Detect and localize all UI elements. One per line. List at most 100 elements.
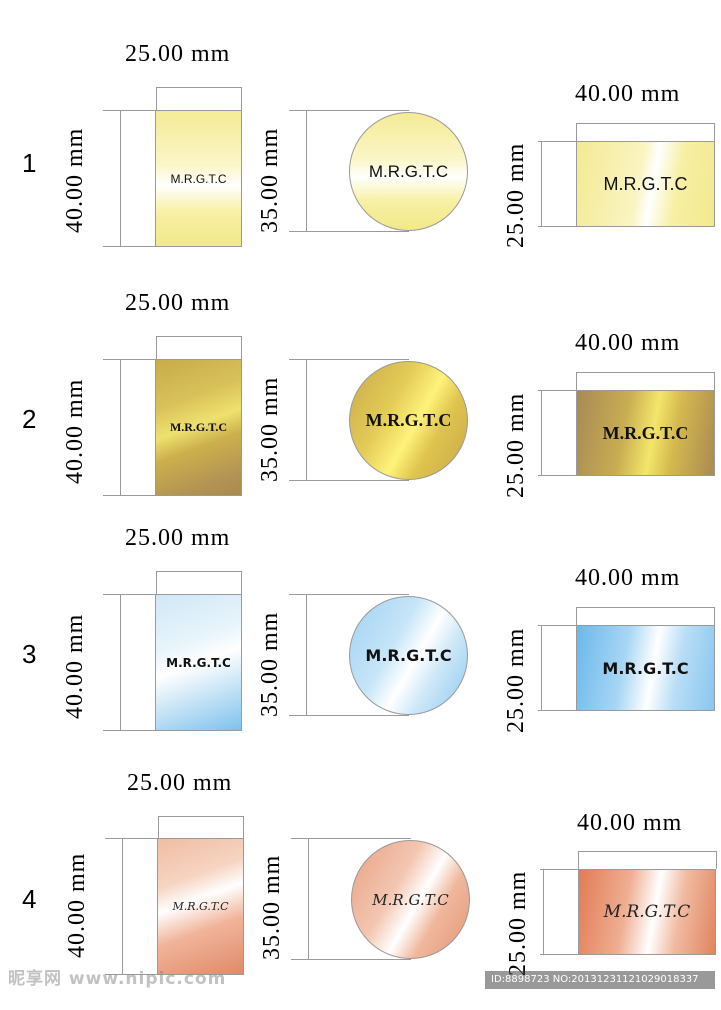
extension-line <box>243 816 244 838</box>
extension-line <box>105 974 158 975</box>
dimension-line <box>120 594 121 731</box>
vertical-rectangle-sample: M.R.G.T.C <box>155 594 242 731</box>
circle-dimension-label: 35.00 mm <box>259 854 285 960</box>
extension-line <box>714 123 715 141</box>
extension-line <box>716 851 717 869</box>
dimension-line <box>541 141 542 227</box>
dimension-line <box>156 336 242 337</box>
extension-line <box>540 869 578 870</box>
extension-line <box>156 336 157 359</box>
extension-line <box>241 336 242 359</box>
horizontal-rectangle-sample: M.R.G.T.C <box>576 141 715 227</box>
dimension-line <box>306 594 307 715</box>
sample-label: M.R.G.T.C <box>170 171 227 186</box>
horizontal-rectangle-sample: M.R.G.T.C <box>578 869 716 955</box>
vertical-rectangle-sample: M.R.G.T.C <box>157 838 244 975</box>
watermark-id-text: ID:8898723 NO:20131231121029018337 <box>485 971 715 989</box>
dimension-line <box>156 87 242 88</box>
sample-label: M.R.G.T.C <box>365 646 452 665</box>
height-dimension-label: 40.00 mm <box>64 852 90 958</box>
dimension-line <box>158 816 244 817</box>
dimension-line <box>578 851 717 852</box>
width-dimension-label: 40.00 mm <box>575 81 681 107</box>
dimension-line <box>306 359 307 480</box>
dimension-line <box>306 110 307 231</box>
sample-label: M.R.G.T.C <box>603 173 688 194</box>
dimension-line <box>120 359 121 496</box>
extension-line <box>103 246 156 247</box>
circle-sample: M.R.G.T.C <box>349 112 468 231</box>
dimension-line <box>576 123 715 124</box>
row-1: 1 25.00 mm 40.00 mm M.R.G.T.C 35.00 mm M… <box>0 35 721 283</box>
height-dimension-label: 40.00 mm <box>62 613 88 719</box>
watermark: 昵享网 www.nipic.com ID:8898723 NO:20131231… <box>0 967 721 993</box>
vertical-rectangle-sample: M.R.G.T.C <box>155 110 242 247</box>
dimension-line <box>576 607 715 608</box>
extension-line <box>103 730 156 731</box>
extension-line <box>538 390 576 391</box>
row-number: 1 <box>22 148 37 178</box>
extension-line <box>156 571 157 594</box>
sample-label: M.R.G.T.C <box>368 161 449 181</box>
extension-line <box>103 110 156 111</box>
extension-line <box>156 87 157 110</box>
extension-line <box>289 359 409 360</box>
sample-label: M.R.G.T.C <box>602 658 689 678</box>
extension-line <box>241 87 242 110</box>
extension-line <box>289 594 409 595</box>
height-dimension-label: 25.00 mm <box>505 870 531 976</box>
height-dimension-label: 25.00 mm <box>503 627 529 733</box>
dimension-line <box>543 869 544 955</box>
extension-line <box>538 625 576 626</box>
extension-line <box>291 838 411 839</box>
extension-line <box>158 816 159 838</box>
extension-line <box>103 359 156 360</box>
width-dimension-label: 40.00 mm <box>575 565 681 591</box>
sample-label: M.R.G.T.C <box>169 420 228 434</box>
row-number: 2 <box>22 404 37 434</box>
row-number: 3 <box>22 639 37 669</box>
width-dimension-label: 40.00 mm <box>577 810 683 836</box>
circle-sample: M.R.G.T.C <box>351 840 470 959</box>
dimension-line <box>122 838 123 975</box>
extension-line <box>714 372 715 390</box>
extension-line <box>289 110 409 111</box>
sample-label: M.R.G.T.C <box>603 902 691 922</box>
sample-label: M.R.G.T.C <box>372 890 449 909</box>
extension-line <box>291 959 411 960</box>
sample-label: M.R.G.T.C <box>166 655 231 670</box>
width-dimension-label: 25.00 mm <box>125 525 231 551</box>
row-number: 4 <box>22 884 37 914</box>
width-dimension-label: 25.00 mm <box>127 770 233 796</box>
extension-line <box>103 594 156 595</box>
vertical-rectangle-sample: M.R.G.T.C <box>155 359 242 496</box>
extension-line <box>241 571 242 594</box>
width-dimension-label: 25.00 mm <box>125 290 231 316</box>
circle-dimension-label: 35.00 mm <box>257 611 283 717</box>
extension-line <box>289 231 409 232</box>
dimension-line <box>308 838 309 959</box>
height-dimension-label: 25.00 mm <box>503 392 529 498</box>
extension-line <box>576 607 577 625</box>
height-dimension-label: 40.00 mm <box>62 127 88 233</box>
extension-line <box>289 480 409 481</box>
extension-line <box>578 851 579 869</box>
dimension-line <box>156 571 242 572</box>
extension-line <box>538 226 576 227</box>
height-dimension-label: 25.00 mm <box>503 142 529 248</box>
extension-line <box>538 141 576 142</box>
horizontal-rectangle-sample: M.R.G.T.C <box>576 390 715 476</box>
extension-line <box>103 495 156 496</box>
extension-line <box>289 715 409 716</box>
horizontal-rectangle-sample: M.R.G.T.C <box>576 625 715 711</box>
watermark-site-text: 昵享网 www.nipic.com <box>8 969 227 989</box>
circle-dimension-label: 35.00 mm <box>257 376 283 482</box>
height-dimension-label: 40.00 mm <box>62 378 88 484</box>
sample-label: M.R.G.T.C <box>172 900 229 913</box>
extension-line <box>538 475 576 476</box>
dimension-line <box>541 390 542 476</box>
extension-line <box>714 607 715 625</box>
circle-dimension-label: 35.00 mm <box>257 127 283 233</box>
width-dimension-label: 25.00 mm <box>125 41 231 67</box>
extension-line <box>576 372 577 390</box>
